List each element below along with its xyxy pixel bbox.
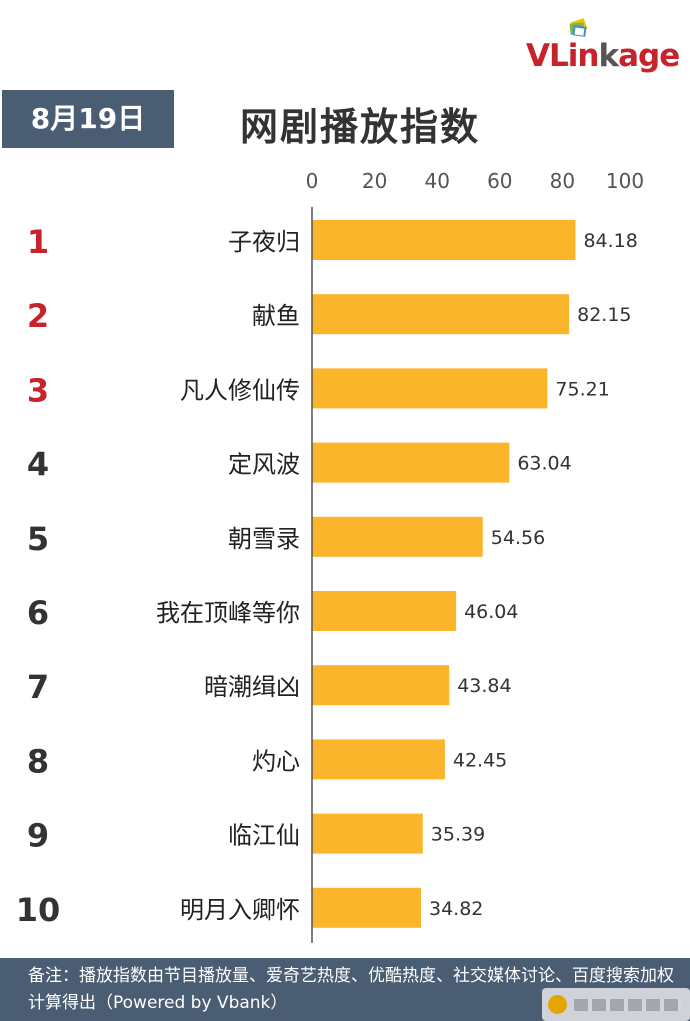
bar (312, 739, 445, 780)
value-label: 84.18 (583, 230, 637, 252)
value-label: 43.84 (457, 675, 511, 697)
category-label: 朝雪录 (228, 525, 300, 553)
bar (312, 591, 457, 631)
rank-number: 4 (27, 446, 49, 484)
value-label: 42.45 (453, 749, 507, 771)
value-label: 35.39 (431, 824, 485, 846)
category-label: 献鱼 (252, 302, 300, 330)
rank-number: 2 (27, 297, 49, 335)
chart-title: 网剧播放指数 (240, 105, 481, 149)
category-label: 明月入卿怀 (180, 896, 300, 924)
weibo-watermark (542, 988, 690, 1021)
x-tick-label: 40 (424, 169, 449, 193)
value-label: 82.15 (577, 304, 631, 326)
value-label: 46.04 (464, 601, 518, 623)
vlinkage-logo: VLinkage (526, 18, 686, 80)
bar (312, 813, 423, 854)
bar (312, 442, 510, 483)
category-label: 灼心 (252, 747, 300, 775)
category-label: 凡人修仙传 (180, 376, 300, 404)
bar (312, 516, 483, 557)
weibo-icon (548, 995, 567, 1014)
date-badge: 8月19日 (2, 90, 174, 148)
x-tick-label: 20 (362, 169, 387, 193)
bar (312, 665, 450, 706)
category-label: 子夜归 (228, 228, 300, 256)
watermark-blurred-text (574, 999, 682, 1011)
x-tick-label: 0 (306, 169, 319, 193)
x-tick-label: 80 (550, 169, 575, 193)
value-label: 54.56 (491, 527, 545, 549)
bar (312, 887, 421, 928)
bar (312, 294, 570, 335)
value-label: 34.82 (429, 898, 483, 920)
x-tick-label: 100 (606, 169, 644, 193)
rank-number: 7 (27, 668, 49, 706)
bar (312, 220, 576, 260)
rank-number: 9 (27, 817, 49, 855)
rank-number: 5 (27, 520, 49, 558)
rank-number: 10 (16, 891, 61, 929)
rank-number: 1 (27, 223, 49, 261)
logo-text: VLinkage (526, 38, 680, 74)
rank-number: 6 (27, 594, 49, 632)
logo-cards-icon (569, 18, 588, 37)
bar (312, 368, 548, 409)
category-label: 暗潮缉凶 (204, 673, 300, 701)
rank-number: 8 (27, 742, 49, 780)
rank-number: 3 (27, 371, 49, 409)
category-label: 临江仙 (228, 822, 300, 850)
value-label: 63.04 (517, 453, 571, 475)
x-tick-label: 60 (487, 169, 512, 193)
category-label: 定风波 (228, 451, 300, 479)
category-label: 我在顶峰等你 (156, 599, 300, 627)
value-label: 75.21 (555, 378, 609, 400)
